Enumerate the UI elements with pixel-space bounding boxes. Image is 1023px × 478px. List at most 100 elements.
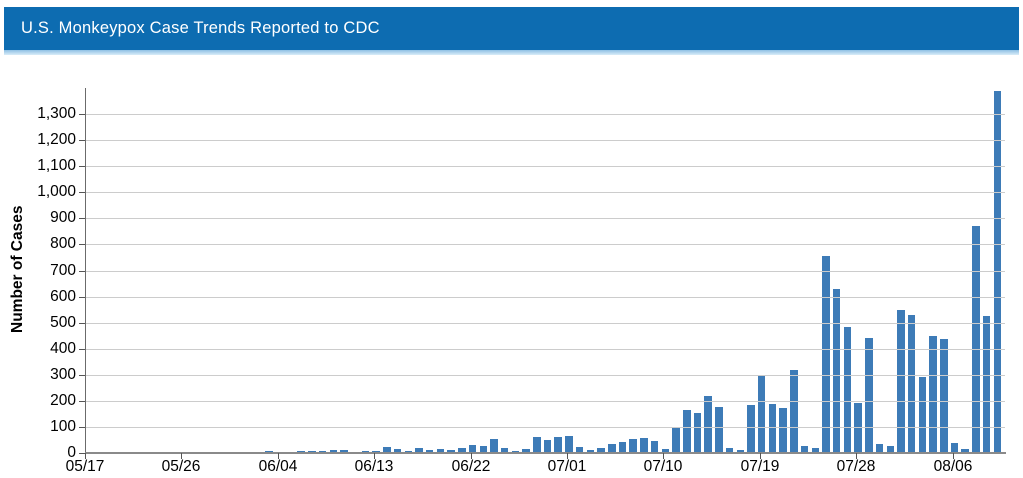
- y-axis-tick-label: 1,000: [37, 183, 76, 200]
- bar: [683, 410, 691, 453]
- bar: [672, 427, 680, 453]
- bar: [875, 444, 884, 453]
- bar: [886, 446, 894, 453]
- bar: [640, 438, 648, 453]
- bar: [554, 437, 562, 453]
- bar: [982, 316, 991, 453]
- bar: [918, 377, 927, 453]
- bar: [629, 439, 637, 453]
- gridline: [86, 401, 1005, 402]
- gridline: [86, 297, 1005, 298]
- y-axis-tick: [79, 114, 85, 115]
- gridline: [86, 114, 1005, 115]
- bar: [425, 450, 434, 453]
- bar: [907, 315, 916, 453]
- y-axis-tick: [79, 244, 85, 245]
- bar: [715, 407, 723, 453]
- bar: [843, 327, 852, 453]
- bar: [661, 449, 670, 453]
- x-axis-tick-label: 07/19: [740, 458, 780, 475]
- gridline: [86, 166, 1005, 167]
- bar: [961, 449, 969, 453]
- bar: [747, 405, 755, 453]
- y-axis-tick-label: 0: [67, 444, 76, 461]
- y-axis-line: [85, 88, 86, 453]
- bar: [618, 442, 627, 453]
- gridline: [86, 375, 1005, 376]
- gridline: [86, 140, 1005, 141]
- bar: [865, 338, 873, 453]
- y-axis-tick: [79, 271, 85, 272]
- x-axis-tick: [567, 453, 568, 459]
- y-axis-tick-label: 300: [50, 366, 76, 383]
- x-axis-tick-label: 07/01: [547, 458, 587, 475]
- x-axis-tick: [953, 453, 954, 459]
- bar: [768, 404, 777, 453]
- y-axis-tick-label: 400: [50, 340, 76, 357]
- y-axis-tick-label: 1,300: [37, 105, 76, 122]
- bar: [543, 440, 552, 453]
- bar: [757, 376, 766, 453]
- bar: [822, 256, 830, 453]
- gridline: [86, 271, 1005, 272]
- y-axis-tick: [79, 427, 85, 428]
- bar: [790, 370, 798, 453]
- y-axis-tick-label: 100: [50, 418, 76, 435]
- bar: [597, 448, 605, 453]
- bar: [725, 448, 734, 453]
- y-axis-tick: [79, 375, 85, 376]
- bar: [329, 450, 338, 453]
- gridline: [86, 323, 1005, 324]
- header-accent-strip: [4, 50, 1019, 55]
- bar: [736, 450, 745, 453]
- gridline: [86, 244, 1005, 245]
- bar: [897, 310, 905, 453]
- gridline: [86, 218, 1005, 219]
- bar: [608, 444, 616, 453]
- x-axis-tick: [856, 453, 857, 459]
- bar: [950, 443, 959, 453]
- y-axis-tick: [79, 140, 85, 141]
- bar: [565, 436, 573, 453]
- bar: [479, 446, 488, 453]
- x-axis-tick-label: 07/10: [643, 458, 683, 475]
- gridline: [86, 427, 1005, 428]
- bar: [500, 448, 509, 453]
- y-axis-tick-label: 700: [50, 262, 76, 279]
- bar: [811, 448, 820, 453]
- bar: [468, 445, 477, 453]
- bar: [854, 403, 862, 453]
- bar: [650, 441, 659, 453]
- x-axis-tick-label: 05/17: [65, 458, 105, 475]
- bar: [575, 447, 584, 453]
- bar: [940, 339, 948, 453]
- y-axis-tick-label: 200: [50, 392, 76, 409]
- x-axis-tick-label: 05/26: [161, 458, 201, 475]
- x-axis-tick-label: 08/06: [933, 458, 973, 475]
- bar: [393, 449, 402, 453]
- y-axis-tick: [79, 166, 85, 167]
- x-axis-tick: [278, 453, 279, 459]
- bar: [779, 408, 787, 453]
- x-axis-line: [85, 452, 1006, 454]
- bar: [832, 289, 841, 453]
- x-axis-tick-label: 06/04: [258, 458, 298, 475]
- y-axis-tick: [79, 192, 85, 193]
- x-axis-tick-label: 07/28: [836, 458, 876, 475]
- x-axis-tick: [663, 453, 664, 459]
- bar: [929, 336, 937, 453]
- page-title: U.S. Monkeypox Case Trends Reported to C…: [21, 19, 380, 37]
- y-axis-tick: [79, 453, 85, 454]
- y-axis-tick-label: 1,200: [37, 131, 76, 148]
- y-axis-tick: [79, 401, 85, 402]
- x-axis-tick: [181, 453, 182, 459]
- y-axis-tick-label: 800: [50, 235, 76, 252]
- y-axis-tick-label: 600: [50, 288, 76, 305]
- bar: [383, 447, 391, 453]
- plot-area: [85, 88, 1006, 453]
- y-axis-tick: [79, 349, 85, 350]
- bar: [800, 446, 809, 453]
- x-axis-tick-label: 06/13: [354, 458, 394, 475]
- y-axis-tick-label: 900: [50, 209, 76, 226]
- bar: [993, 91, 1002, 453]
